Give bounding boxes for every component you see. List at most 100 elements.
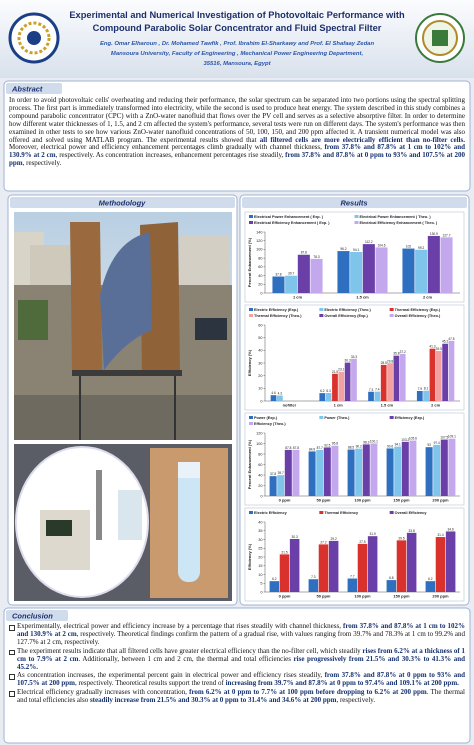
data-label: 27.5 [359,540,365,544]
data-label: 6.2 [272,577,277,581]
bar [323,447,331,496]
bar [440,439,448,496]
data-label: 87.8 [293,446,299,450]
data-label: 37.8 [270,472,276,476]
data-label: 88.5 [348,446,354,450]
data-label: 99.2 [418,246,424,250]
bar [297,254,310,293]
legend-label: Efficiency (Exp.) [395,416,425,420]
bar [362,244,375,293]
legend-swatch [389,416,394,419]
text: In order to avoid photovoltaic cells' ov… [9,96,465,144]
bar [357,543,368,592]
y-tick-label: 20 [258,555,262,559]
legend-label: Electric Efficiency (Exp.) [254,308,299,312]
bold-text: from 37.8% and 87.8% at 1 cm to 102% and… [17,622,465,638]
data-label: 7.3 [311,575,316,579]
data-label: 90.6 [387,444,393,448]
y-tick-label: 40 [258,349,262,353]
abstract-box [3,80,471,192]
legend-label: Overall Efficiency [395,511,428,515]
x-tick-label: 50 ppm [316,594,330,599]
x-tick-label: 150 ppm [393,498,410,503]
y-axis-label: Percent Enhancement (%) [247,439,252,489]
x-tick-label: 1 cm [334,403,344,408]
bar [442,343,448,401]
legend-swatch [249,221,253,224]
bold-text: steadily increase from 21.5% and 30.3% a… [89,696,337,705]
data-label: 97.4 [434,441,440,445]
text: , respectively. [336,696,376,705]
bar [308,579,319,592]
y-tick-label: 35 [258,529,262,533]
y-axis-label: Efficiency (%) [247,543,252,570]
x-tick-label: 200 ppm [432,498,449,503]
bar [370,443,378,496]
bar [435,537,446,592]
y-tick-label: 80 [258,452,262,456]
y-tick-label: 140 [256,230,262,234]
bar [337,251,350,293]
bar [308,451,316,496]
bar [319,393,326,401]
data-label: 87.8 [301,251,307,255]
data-label: 6.2 [320,389,325,393]
bar [375,247,388,293]
bar [440,237,453,293]
data-label: 35.8 [393,352,399,356]
data-label: 94.1 [353,248,359,252]
y-tick-label: 0 [260,590,262,594]
y-tick-label: 0 [260,291,262,295]
bold-text: from 37.8% and 87.8% at 0 ppm to 93% and… [17,671,465,688]
bar [429,348,436,401]
bar [338,371,345,401]
data-label: 4.3 [278,392,283,396]
y-tick-label: 80 [258,256,262,260]
data-label: 37.8 [275,273,281,277]
bar [351,358,357,401]
conclusion-item: Electrical efficiency gradually increase… [9,688,465,705]
affiliation: 35516, Mansoura, Egypt [203,61,271,67]
legend-swatch [389,511,394,514]
data-label: 45.2 [442,340,448,344]
bold-text: rises from 6.2% at a thickness of 1 cm t… [17,646,465,663]
text: , respectively. As concentration increas… [55,151,286,160]
y-tick-label: 0 [260,399,262,403]
bar [285,275,298,293]
data-label: 103.2 [401,438,409,442]
authors: Eng. Omar Elharoun , Dr. Mohamed Tawfik … [100,41,374,47]
legend-label: Thermal Efficiency [324,511,359,515]
legend-swatch [389,308,394,311]
data-label: 23.1 [338,368,344,372]
photo-setup [14,212,232,440]
data-label: 78.3 [313,255,319,259]
bar [401,441,409,496]
legend-label: Efficiency (Theo.) [254,422,286,426]
x-tick-label: 200 ppm [432,594,449,599]
data-label: 96.2 [340,247,346,251]
text: As concentration increases, the experime… [17,671,325,680]
y-tick-label: 25 [258,547,262,551]
logo-right [415,13,465,63]
bar [344,362,351,401]
legend-swatch [319,308,324,311]
y-tick-label: 15 [258,564,262,568]
text: , respectively. Theoretical findings con… [17,629,465,646]
bar [394,446,402,496]
data-label: 7.4 [375,388,380,392]
x-tick-label: 1 cm [293,295,303,300]
data-label: 8.1 [424,387,429,391]
legend-swatch [389,314,394,317]
data-label: 94.1 [395,443,401,447]
y-tick-label: 60 [258,265,262,269]
legend-swatch [319,314,324,317]
bar [393,355,400,401]
text: . Additionally, between 1 cm and 2 cm, t… [78,654,294,663]
bar [416,390,423,401]
bar [328,540,339,592]
data-label: 37.2 [400,350,406,354]
data-label: 109.1 [448,435,456,439]
bold-text: rise progressively from 21.5% and 30.3% … [17,654,465,671]
y-tick-label: 5 [260,582,262,586]
data-label: 21.5 [332,370,338,374]
